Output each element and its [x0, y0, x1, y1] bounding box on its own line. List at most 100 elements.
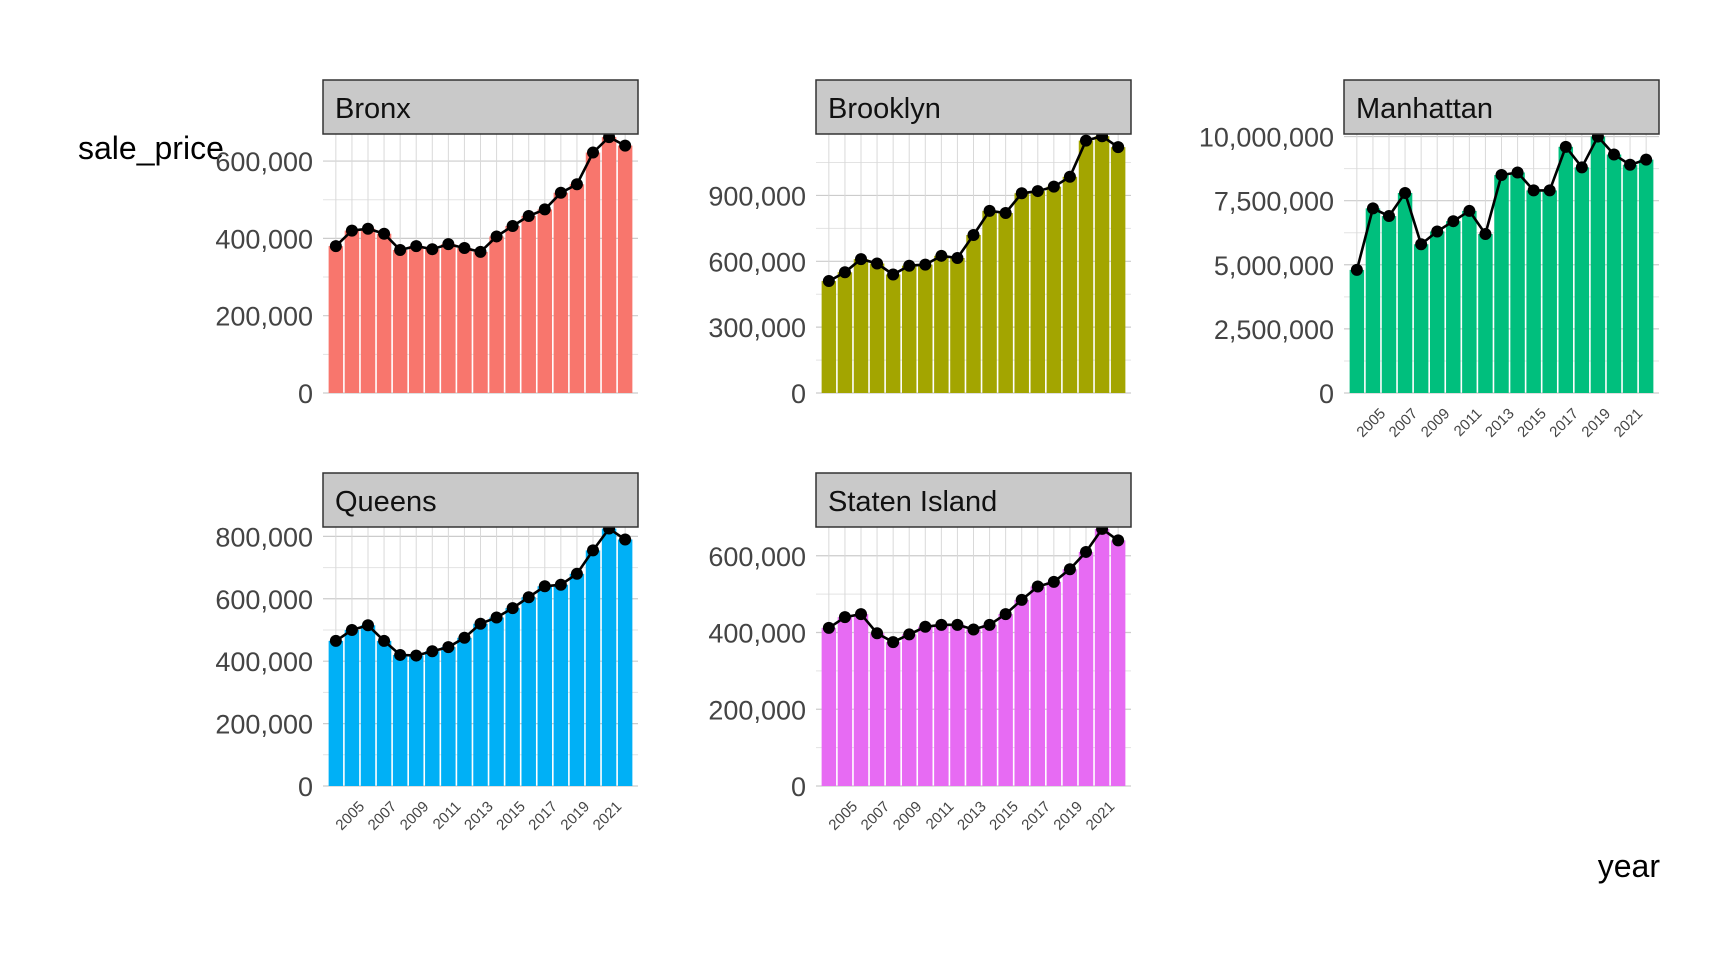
point-2017	[538, 203, 551, 216]
x-tick-label: 2017	[525, 798, 561, 834]
y-tick-label: 600,000	[708, 542, 806, 572]
y-tick-label: 300,000	[708, 313, 806, 343]
facet-queens: Queens0200,000400,000600,000800,00020052…	[215, 472, 639, 834]
point-2004	[1350, 263, 1363, 276]
point-2013	[967, 623, 980, 636]
point-2009	[903, 259, 916, 272]
x-tick-label: 2007	[858, 798, 894, 834]
x-tick-label: 2015	[1514, 405, 1550, 441]
bar-2021	[601, 137, 617, 393]
point-2011	[935, 249, 948, 262]
bar-2021	[601, 528, 617, 786]
bar-2012	[1478, 234, 1493, 393]
bar-2022	[1110, 540, 1126, 786]
bar-2010	[425, 651, 440, 786]
bar-2007	[869, 633, 885, 786]
point-2005	[838, 266, 851, 279]
point-2019	[570, 178, 583, 191]
point-2016	[1015, 593, 1028, 606]
facet-label: Staten Island	[828, 486, 997, 518]
point-2006	[855, 608, 867, 621]
bar-2011	[441, 244, 456, 393]
bar-2017	[1030, 586, 1046, 786]
bar-2006	[360, 228, 376, 393]
x-tick-label: 2021	[1611, 405, 1647, 441]
bar-2014	[982, 624, 997, 786]
bar-2015	[1526, 190, 1541, 393]
facet-strip	[322, 472, 639, 528]
point-2010	[426, 645, 439, 658]
point-2011	[442, 238, 455, 251]
point-2015	[506, 602, 519, 615]
bar-2012	[457, 637, 472, 786]
x-tick-label: 2009	[890, 798, 926, 834]
bar-2016	[1014, 193, 1029, 393]
facet-strip	[815, 79, 1132, 135]
y-axis-label: sale_price	[78, 130, 224, 166]
bar-2009	[408, 246, 424, 393]
bar-2007	[376, 233, 392, 393]
bar-2011	[1462, 210, 1477, 393]
point-2016	[1543, 184, 1556, 197]
bar-2018	[1046, 186, 1062, 393]
bar-2014	[982, 210, 997, 393]
x-axis-label: year	[1598, 848, 1661, 884]
bar-2010	[918, 264, 933, 393]
y-tick-label: 2,500,000	[1214, 315, 1334, 345]
point-2006	[855, 253, 867, 266]
y-tick-label: 0	[1319, 379, 1334, 409]
x-tick-label: 2015	[986, 798, 1022, 834]
x-tick-label: 2013	[954, 798, 990, 834]
x-tick-label: 2011	[923, 798, 958, 833]
bar-2009	[408, 655, 424, 786]
point-2006	[362, 222, 374, 235]
point-2007	[871, 627, 884, 640]
bar-2018	[1046, 581, 1062, 786]
point-2011	[442, 641, 455, 654]
y-tick-label: 400,000	[215, 224, 313, 254]
point-2012	[951, 252, 964, 265]
bar-2020	[1606, 154, 1622, 393]
bar-2014	[489, 617, 504, 786]
bar-2009	[901, 634, 917, 786]
point-2022	[619, 139, 632, 152]
bar-2005	[344, 629, 360, 786]
point-2012	[951, 618, 964, 631]
x-tick-label: 2009	[1418, 405, 1454, 441]
point-2007	[1399, 186, 1412, 199]
bar-2010	[918, 626, 933, 786]
point-2022	[1112, 534, 1125, 547]
bar-2005	[837, 272, 853, 393]
bar-2017	[1030, 191, 1046, 393]
bar-2004	[328, 640, 344, 786]
bar-2008	[392, 249, 408, 393]
point-2020	[1608, 148, 1620, 161]
bar-2020	[585, 152, 601, 393]
facet-label: Manhattan	[1356, 93, 1493, 125]
point-2004	[329, 240, 342, 253]
facet-strip	[1343, 79, 1660, 135]
point-2018	[554, 578, 567, 591]
point-2014	[983, 618, 996, 631]
bar-2013	[966, 629, 981, 786]
bar-2005	[1365, 208, 1381, 393]
point-2008	[887, 636, 900, 649]
bar-2007	[869, 263, 885, 393]
y-tick-label: 0	[791, 379, 806, 409]
point-2005	[345, 623, 358, 636]
bar-2015	[998, 213, 1013, 393]
bar-2004	[821, 627, 837, 786]
y-tick-label: 900,000	[708, 181, 806, 211]
bar-2015	[998, 614, 1013, 786]
point-2019	[570, 567, 583, 580]
bar-2008	[1413, 244, 1429, 393]
point-2019	[1063, 170, 1076, 183]
bar-2013	[1494, 175, 1509, 393]
point-2012	[1479, 228, 1492, 241]
bar-2009	[901, 265, 917, 393]
point-2010	[1447, 215, 1460, 228]
point-2018	[1047, 180, 1060, 193]
x-tick-label: 2007	[365, 798, 401, 834]
bar-2015	[505, 608, 520, 786]
